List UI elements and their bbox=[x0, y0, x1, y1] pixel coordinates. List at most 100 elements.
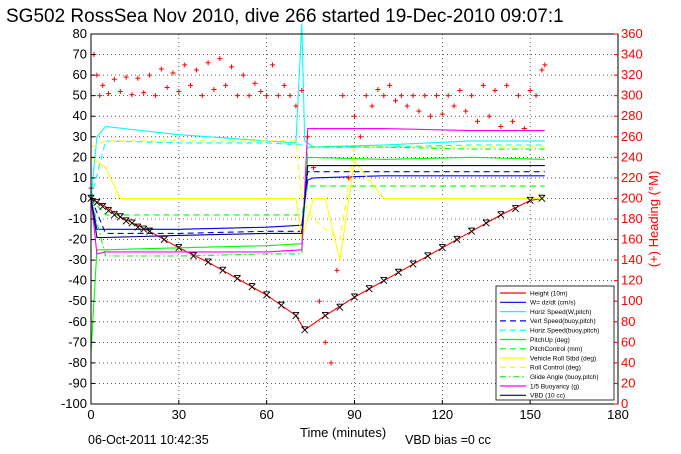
y-right-tick-label: 200 bbox=[621, 190, 643, 205]
depth-marker bbox=[99, 203, 107, 211]
legend-entry-2: Horiz Speed(W,pitch) bbox=[530, 309, 591, 316]
depth-marker bbox=[248, 283, 256, 291]
heading-point bbox=[381, 93, 387, 99]
y-left-tick-label: -70 bbox=[68, 334, 87, 349]
y-left-tick-label: -10 bbox=[68, 211, 87, 226]
y-right-tick-label: 320 bbox=[621, 67, 643, 82]
y-right-tick-label: 260 bbox=[621, 129, 643, 144]
legend-entry-8: Roll Control (deg) bbox=[530, 365, 581, 372]
heading-point bbox=[211, 87, 217, 92]
heading-point bbox=[322, 339, 328, 345]
y-right-tick-label: 60 bbox=[621, 334, 635, 349]
footer-vbd-bias: VBD bias =0 cc bbox=[405, 433, 491, 447]
x-axis-label: Time (minutes) bbox=[300, 425, 386, 440]
heading-point bbox=[428, 113, 434, 119]
heading-point bbox=[498, 124, 504, 129]
y-left-tick-label: 10 bbox=[73, 170, 87, 185]
depth-marker bbox=[424, 252, 432, 260]
heading-point bbox=[258, 89, 264, 95]
heading-point bbox=[193, 67, 199, 73]
depth-marker bbox=[134, 223, 142, 231]
series-line-8 bbox=[90, 140, 545, 241]
y-right-tick-label: 180 bbox=[621, 211, 643, 226]
heading-point bbox=[457, 88, 463, 94]
heading-point bbox=[106, 91, 112, 97]
heading-point bbox=[369, 103, 375, 109]
heading-point bbox=[164, 84, 170, 90]
heading-point bbox=[123, 74, 129, 80]
heading-point bbox=[182, 62, 188, 68]
heading-point bbox=[492, 88, 498, 94]
heading-point bbox=[141, 90, 147, 96]
heading-point bbox=[100, 82, 106, 88]
y-right-tick-label: 220 bbox=[621, 170, 643, 185]
depth-marker bbox=[526, 196, 534, 205]
heading-point bbox=[240, 72, 246, 78]
series-line-11 bbox=[90, 165, 545, 239]
depth-marker bbox=[189, 252, 197, 260]
legend-entry-10: 1/5 Buoyancy (g) bbox=[530, 383, 579, 390]
legend-entry-9: Glide Angle (buoy,pitch) bbox=[530, 374, 599, 381]
depth-marker bbox=[204, 258, 212, 266]
depth-marker bbox=[301, 326, 309, 334]
heading-point bbox=[217, 56, 223, 62]
heading-point bbox=[433, 93, 439, 99]
depth-marker bbox=[380, 277, 388, 285]
series-line-7 bbox=[90, 156, 545, 261]
y-right-tick-label: 120 bbox=[621, 273, 643, 288]
heading-point bbox=[328, 360, 334, 366]
y-left-tick-label: 80 bbox=[73, 26, 87, 41]
heading-point bbox=[111, 76, 117, 82]
depth-marker bbox=[409, 260, 417, 268]
heading-point bbox=[357, 134, 363, 140]
heading-point bbox=[135, 75, 141, 81]
y-left-tick-label: 20 bbox=[73, 149, 87, 164]
depth-marker bbox=[468, 227, 476, 235]
legend-entry-3: Vert Speed(buoy,pitch) bbox=[530, 318, 596, 325]
heading-point bbox=[199, 93, 205, 99]
y-left-tick-label: 0 bbox=[80, 190, 87, 205]
heading-point bbox=[311, 165, 317, 171]
heading-point bbox=[515, 93, 521, 99]
heading-point bbox=[316, 298, 322, 304]
heading-points bbox=[88, 52, 548, 366]
heading-point bbox=[527, 88, 533, 94]
heading-point bbox=[270, 62, 276, 68]
depth-marker bbox=[497, 211, 505, 219]
heading-point bbox=[229, 64, 235, 70]
depth-marker bbox=[394, 268, 402, 276]
legend-entry-0: Height (10m) bbox=[530, 290, 568, 297]
depth-marker bbox=[219, 266, 227, 274]
heading-point bbox=[223, 82, 229, 88]
heading-point bbox=[474, 118, 480, 124]
depth-marker bbox=[146, 227, 154, 235]
heading-point bbox=[117, 89, 123, 95]
y-left-tick-label: -100 bbox=[61, 396, 87, 411]
heading-point bbox=[404, 103, 410, 109]
heading-point bbox=[422, 93, 428, 99]
y-left-tick-label: 60 bbox=[73, 67, 87, 82]
heading-point bbox=[281, 82, 287, 88]
legend-entry-11: VBD (10 cc) bbox=[530, 393, 565, 400]
heading-point bbox=[480, 82, 486, 88]
series-line-9 bbox=[90, 146, 545, 257]
y-right-tick-label: 240 bbox=[621, 149, 643, 164]
depth-markers bbox=[87, 194, 546, 334]
y-right-tick-label: 100 bbox=[621, 293, 643, 308]
depth-marker bbox=[175, 244, 183, 252]
y-left-tick-label: 30 bbox=[73, 129, 87, 144]
depth-marker bbox=[292, 311, 300, 320]
heading-point bbox=[275, 93, 281, 99]
legend-entry-1: W= dz/dt (cm/s) bbox=[530, 300, 576, 307]
heading-point bbox=[264, 93, 270, 99]
depth-marker bbox=[263, 291, 271, 299]
x-tick-label: 150 bbox=[519, 407, 541, 422]
y-right-tick-label: 40 bbox=[621, 355, 635, 370]
y-left-tick-label: 40 bbox=[73, 108, 87, 123]
heading-point bbox=[363, 93, 369, 99]
heading-point bbox=[486, 113, 492, 119]
heading-point bbox=[392, 98, 398, 104]
depth-marker bbox=[277, 301, 285, 309]
heading-point bbox=[469, 93, 475, 99]
heading-point bbox=[293, 103, 299, 109]
